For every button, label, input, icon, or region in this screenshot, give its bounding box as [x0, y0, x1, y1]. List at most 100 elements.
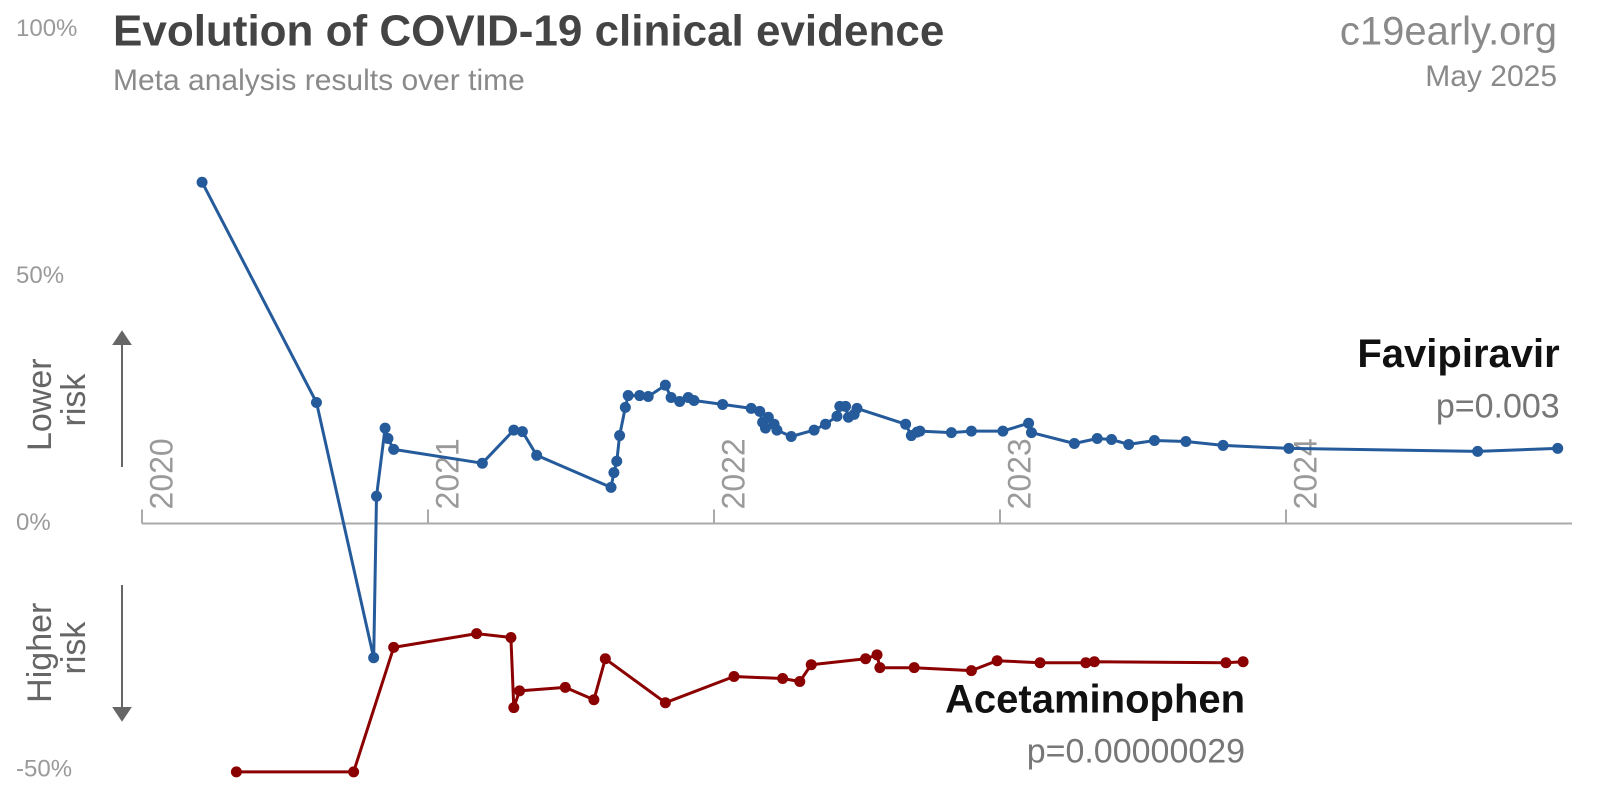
- data-point: [614, 430, 626, 442]
- data-point: [991, 655, 1003, 667]
- data-point: [808, 424, 820, 436]
- source: c19early.org: [1340, 10, 1557, 54]
- data-point: [997, 425, 1009, 437]
- data-point: [476, 457, 488, 469]
- risk-arrows: [112, 330, 132, 722]
- data-point: [908, 662, 920, 674]
- data-point: [771, 424, 783, 436]
- data-point: [559, 681, 571, 693]
- series-label: Favipiravir: [1357, 332, 1559, 376]
- data-point: [794, 675, 806, 687]
- x-tick-label: 2021: [429, 438, 465, 509]
- upper-label: Lower risk: [21, 349, 93, 451]
- series-label: Acetaminophen: [945, 677, 1245, 721]
- data-point: [900, 418, 912, 430]
- data-point: [965, 665, 977, 677]
- data-point: [471, 628, 483, 640]
- data-point: [605, 481, 617, 493]
- data-point: [659, 379, 671, 391]
- data-point: [622, 390, 634, 402]
- data-point: [642, 391, 654, 403]
- lower-label-line: Higher: [21, 603, 59, 703]
- x-tick-label: 2020: [143, 438, 179, 509]
- data-point: [665, 392, 677, 404]
- data-point: [368, 652, 380, 664]
- data-point: [1220, 657, 1232, 669]
- data-point: [514, 685, 526, 697]
- data-point: [1283, 442, 1295, 454]
- upper-label-line: Lower: [21, 358, 59, 451]
- data-point: [1080, 657, 1092, 669]
- data-point: [371, 490, 383, 502]
- x-tick-label: 2022: [715, 438, 751, 509]
- y-tick-label: -50%: [16, 756, 72, 783]
- data-point: [945, 427, 957, 439]
- chart-title: Evolution of COVID-19 clinical evidence: [113, 7, 944, 56]
- data-point: [588, 694, 600, 706]
- data-point: [1068, 437, 1080, 449]
- data-point: [388, 443, 400, 455]
- data-point: [965, 425, 977, 437]
- data-point: [382, 433, 394, 445]
- data-point: [674, 395, 686, 407]
- data-point: [1106, 434, 1118, 446]
- data-point: [754, 405, 766, 417]
- data-point: [688, 394, 700, 406]
- data-point: [1472, 445, 1484, 457]
- data-point: [348, 766, 360, 778]
- data-point: [608, 467, 620, 479]
- series-line: [200, 181, 1558, 660]
- data-point: [820, 418, 832, 430]
- data-point: [1023, 417, 1035, 429]
- data-point: [505, 632, 517, 644]
- data-point: [745, 402, 757, 414]
- series-line: [236, 632, 1244, 774]
- data-point: [1552, 442, 1564, 454]
- upper-label-line: risk: [55, 373, 93, 427]
- data-point: [717, 398, 729, 410]
- data-point: [1217, 439, 1229, 451]
- data-point: [531, 449, 543, 461]
- data-point: [1148, 434, 1160, 446]
- data-point: [1034, 657, 1046, 669]
- data-point: [1180, 435, 1192, 447]
- arrow-head: [112, 707, 132, 722]
- data-point: [805, 659, 817, 671]
- data-point: [196, 176, 208, 188]
- data-point: [777, 673, 789, 685]
- data-point: [379, 422, 391, 434]
- data-point: [1025, 427, 1037, 439]
- data-point: [516, 426, 528, 438]
- data-point: [230, 766, 242, 778]
- data-point: [831, 410, 843, 422]
- date: May 2025: [1425, 60, 1557, 93]
- y-tick-label: 100%: [16, 15, 77, 42]
- series-p-value: p=0.00000029: [1027, 733, 1245, 771]
- data-point: [785, 431, 797, 443]
- data-point: [310, 396, 322, 408]
- data-point: [874, 662, 886, 674]
- x-tick-label: 2023: [1001, 438, 1037, 509]
- data-point: [659, 697, 671, 709]
- data-point: [914, 425, 926, 437]
- data-point: [388, 641, 400, 653]
- data-point: [840, 400, 852, 412]
- data-point: [759, 422, 771, 434]
- data-point: [634, 390, 646, 402]
- lower-label: Higher risk: [21, 593, 93, 703]
- data-point: [1123, 438, 1135, 450]
- lower-label-line: risk: [55, 621, 93, 675]
- arrow-head: [112, 330, 132, 345]
- data-point: [728, 671, 740, 683]
- data-point: [851, 402, 863, 414]
- data-point: [1091, 433, 1103, 445]
- data-point: [871, 649, 883, 661]
- series-p-value: p=0.003: [1436, 387, 1560, 425]
- chart-subtitle: Meta analysis results over time: [113, 64, 525, 97]
- data-point: [599, 653, 611, 665]
- data-point: [860, 653, 872, 665]
- data-point: [1237, 656, 1249, 668]
- data-point: [1088, 656, 1100, 668]
- y-tick-label: 50%: [16, 262, 64, 289]
